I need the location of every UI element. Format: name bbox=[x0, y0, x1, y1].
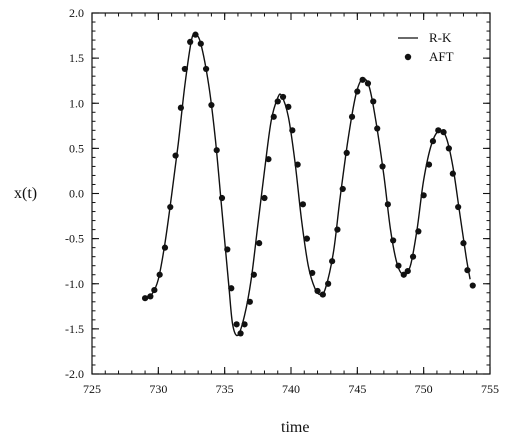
x-tick-label: 745 bbox=[348, 382, 366, 396]
aft-data-point bbox=[455, 203, 462, 211]
aft-data-point bbox=[270, 113, 277, 120]
aft-data-point bbox=[440, 129, 447, 136]
aft-data-point bbox=[449, 170, 456, 177]
aft-data-point bbox=[425, 161, 433, 168]
aft-data-point bbox=[250, 271, 257, 278]
aft-data-point bbox=[224, 246, 231, 253]
aft-data-point bbox=[379, 163, 386, 170]
legend: R-K AFT bbox=[398, 30, 454, 64]
aft-data-point bbox=[202, 65, 210, 73]
legend-label-rk: R-K bbox=[429, 30, 452, 45]
aft-data-point bbox=[161, 244, 169, 251]
aft-data-point bbox=[218, 194, 226, 202]
y-tick-label: 0.5 bbox=[69, 141, 84, 155]
legend-label-aft: AFT bbox=[429, 49, 454, 64]
aft-data-point bbox=[172, 152, 179, 159]
aft-data-point bbox=[265, 156, 272, 163]
aft-data-point bbox=[228, 285, 235, 292]
aft-data-point bbox=[274, 98, 281, 105]
y-tick-label: -0.5 bbox=[65, 232, 84, 246]
y-tick-labels: 2.0 1.5 1.0 0.5 0.0 -0.5 -1.0 -1.5 -2.0 bbox=[65, 6, 84, 381]
aft-data-point bbox=[167, 203, 174, 211]
aft-data-point bbox=[445, 145, 452, 152]
aft-data-point bbox=[409, 253, 417, 260]
y-tick-label: -2.0 bbox=[65, 367, 84, 381]
y-axis-title: x(t) bbox=[14, 185, 37, 202]
x-tick-label: 730 bbox=[149, 382, 167, 396]
aft-data-point bbox=[334, 226, 341, 233]
aft-data-point bbox=[187, 38, 194, 45]
y-tick-label: 1.5 bbox=[69, 51, 84, 65]
x-tick-label: 735 bbox=[216, 382, 234, 396]
aft-data-point bbox=[415, 228, 422, 235]
aft-data-point bbox=[309, 269, 316, 277]
x-tick-label: 740 bbox=[282, 382, 300, 396]
x-tick-label: 725 bbox=[83, 382, 101, 396]
aft-data-point bbox=[395, 262, 402, 269]
aft-data-point bbox=[279, 93, 287, 101]
aft-data-point bbox=[289, 127, 296, 134]
y-tick-label: 1.0 bbox=[69, 96, 84, 110]
aft-data-point bbox=[420, 192, 427, 199]
aft-data-point bbox=[384, 201, 391, 208]
aft-data-point bbox=[141, 295, 149, 302]
aft-data-point bbox=[303, 235, 311, 242]
aft-data-point bbox=[294, 161, 301, 168]
x-tick-label: 750 bbox=[415, 382, 433, 396]
plot-frame bbox=[91, 12, 491, 375]
aft-data-point bbox=[359, 76, 366, 83]
y-tick-label: -1.5 bbox=[65, 322, 84, 336]
aft-data-point bbox=[404, 268, 411, 275]
aft-data-point bbox=[400, 271, 407, 278]
y-tick-label: -1.0 bbox=[65, 277, 84, 291]
aft-data-point bbox=[364, 80, 372, 87]
aft-data-point bbox=[325, 280, 332, 287]
aft-data-point bbox=[237, 330, 244, 337]
aft-data-point bbox=[374, 125, 381, 132]
rk-series-line bbox=[144, 33, 471, 337]
aft-data-point bbox=[343, 149, 350, 156]
aft-data-point bbox=[469, 282, 476, 289]
x-tick-label: 755 bbox=[481, 382, 499, 396]
aft-data-point bbox=[435, 127, 442, 134]
aft-data-point bbox=[156, 271, 163, 278]
aft-data-point bbox=[339, 185, 346, 193]
x-axis-title: time bbox=[281, 419, 309, 436]
x-tick-labels: 725 730 735 740 745 750 755 bbox=[83, 382, 499, 396]
aft-data-point bbox=[319, 291, 326, 298]
y-tick-label: 2.0 bbox=[69, 6, 84, 20]
series-group bbox=[141, 31, 476, 337]
aft-data-point bbox=[314, 287, 321, 295]
aft-data-point bbox=[208, 101, 215, 109]
aft-data-point bbox=[285, 103, 292, 110]
aft-data-point bbox=[181, 65, 188, 73]
y-tick-label: 0.0 bbox=[69, 187, 84, 201]
aft-data-point bbox=[233, 321, 240, 328]
aft-data-point bbox=[261, 194, 268, 202]
aft-data-point bbox=[256, 240, 263, 247]
aft-data-point bbox=[241, 321, 248, 328]
aft-data-point bbox=[177, 104, 184, 111]
aft-data-point bbox=[429, 138, 437, 145]
aft-data-point bbox=[354, 88, 361, 95]
aft-data-point bbox=[460, 240, 467, 247]
axis-ticks bbox=[91, 12, 491, 375]
aft-data-point bbox=[299, 201, 307, 208]
aft-data-point bbox=[213, 147, 220, 154]
aft-data-point bbox=[197, 40, 204, 47]
aft-data-point bbox=[151, 286, 158, 294]
aft-data-point bbox=[329, 258, 336, 265]
aft-data-point bbox=[192, 31, 199, 38]
aft-data-point bbox=[147, 293, 154, 300]
aft-data-point bbox=[246, 298, 253, 305]
aft-data-point bbox=[464, 267, 471, 274]
aft-data-point bbox=[370, 98, 377, 105]
legend-dot-marker bbox=[404, 53, 412, 61]
aft-data-point bbox=[390, 237, 397, 244]
aft-data-point bbox=[348, 113, 356, 120]
